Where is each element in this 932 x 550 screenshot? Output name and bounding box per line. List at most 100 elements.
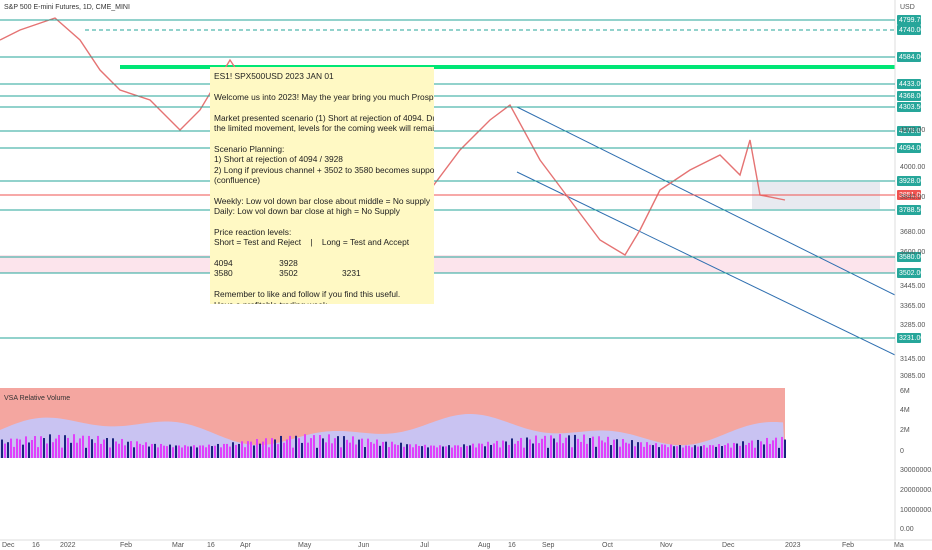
volume-bar <box>484 446 486 458</box>
price-axis-label: 4200.00 <box>900 127 925 134</box>
volume-bar <box>127 441 129 458</box>
time-axis-label: Sep <box>542 542 555 549</box>
note-line <box>214 248 430 258</box>
volume-bar <box>541 438 543 458</box>
price-axis-label: 3680.00 <box>900 229 925 236</box>
time-axis-label: 16 <box>207 542 215 549</box>
volume-bar <box>475 447 477 458</box>
green-level <box>120 65 895 69</box>
price-tag-label: 4303.50 <box>899 104 924 111</box>
volume-bar <box>55 438 57 458</box>
volume-bar <box>628 443 630 458</box>
volume-bar <box>70 442 72 458</box>
volume-bar <box>274 439 276 458</box>
indicator-name: VSA Relative Volume <box>4 395 70 402</box>
volume-bar <box>616 439 618 458</box>
volume-bar <box>703 445 705 458</box>
volume-bar <box>508 444 510 458</box>
price-axis-label: 3365.00 <box>900 303 925 310</box>
volume-bar <box>733 442 735 458</box>
volume-bar <box>346 439 348 458</box>
volume-bar <box>748 442 750 458</box>
lower-axis-label: 30000000.00 <box>900 467 932 474</box>
volume-bar <box>40 436 42 458</box>
volume-bar <box>685 445 687 458</box>
volume-bar <box>586 443 588 458</box>
price-axis-label: 3085.00 <box>900 373 925 380</box>
volume-bar <box>283 442 285 458</box>
volume-bar <box>517 440 519 458</box>
volume-bar <box>124 445 126 458</box>
volume-bar <box>631 440 633 458</box>
volume-bar <box>103 439 105 458</box>
price-tag <box>897 91 921 101</box>
price-tag-label: 4584.00 <box>899 54 924 61</box>
volume-bar <box>352 436 354 458</box>
volume-bar <box>391 441 393 458</box>
price-axis-label: 3145.00 <box>900 356 925 363</box>
volume-bar <box>265 438 267 458</box>
volume-bar <box>247 441 249 458</box>
price-axis-label: 3600.00 <box>900 249 925 256</box>
volume-bar <box>328 434 330 458</box>
volume-bar <box>643 446 645 458</box>
volume-bar <box>178 445 180 458</box>
header-title: S&P 500 E-mini Futures, 1D, CME_MINI <box>4 4 130 11</box>
volume-bar <box>256 438 258 458</box>
volume-bar <box>343 436 345 458</box>
volume-bar <box>490 444 492 458</box>
volume-bar <box>394 444 396 458</box>
volume-bar <box>751 440 753 458</box>
volume-bar <box>370 442 372 458</box>
volume-bar <box>610 445 612 458</box>
volume-bar <box>547 447 549 458</box>
volume-bar <box>625 442 627 458</box>
volume-bar <box>463 444 465 458</box>
note-line: Price reaction levels: <box>214 226 292 237</box>
volume-bar <box>43 438 45 458</box>
volume-bar <box>454 445 456 458</box>
volume-bar <box>706 447 708 458</box>
volume-bar <box>694 445 696 458</box>
volume-bar <box>571 447 573 458</box>
volume-bar <box>187 446 189 458</box>
volume-bar <box>160 443 162 458</box>
volume-bar <box>736 443 738 458</box>
volume-bar <box>181 447 183 458</box>
volume-bar <box>19 439 21 458</box>
volume-bar <box>49 434 51 458</box>
volume-bar <box>58 434 60 458</box>
price-tag <box>897 102 921 112</box>
volume-bar <box>496 440 498 458</box>
volume-bar <box>412 447 414 458</box>
volume-bar <box>331 443 333 458</box>
volume-bar <box>355 444 357 458</box>
volume-bar <box>205 447 207 458</box>
volume-bar <box>472 443 474 458</box>
volume-bar <box>511 438 513 458</box>
volume-bar <box>436 447 438 458</box>
price-tag <box>897 268 921 278</box>
volume-bar <box>376 439 378 458</box>
volume-bar <box>13 446 15 458</box>
volume-bar <box>382 441 384 458</box>
time-axis-label: Mar <box>172 542 185 549</box>
time-axis-label: 2022 <box>60 542 76 549</box>
volume-bar <box>166 446 168 458</box>
volume-bar <box>535 435 537 458</box>
volume-axis-label: 0 <box>900 448 904 455</box>
volume-bar <box>481 443 483 458</box>
price-tag <box>897 25 921 35</box>
volume-bar <box>295 435 297 458</box>
volume-bar <box>691 447 693 458</box>
volume-axis-label: 4M <box>900 407 910 414</box>
volume-bar <box>175 445 177 458</box>
channel-line <box>516 171 896 356</box>
volume-bar <box>598 436 600 458</box>
volume-bar <box>208 444 210 458</box>
price-tag-label: 3851.00 <box>899 192 924 199</box>
volume-bar <box>169 444 171 458</box>
volume-bar <box>466 446 468 458</box>
